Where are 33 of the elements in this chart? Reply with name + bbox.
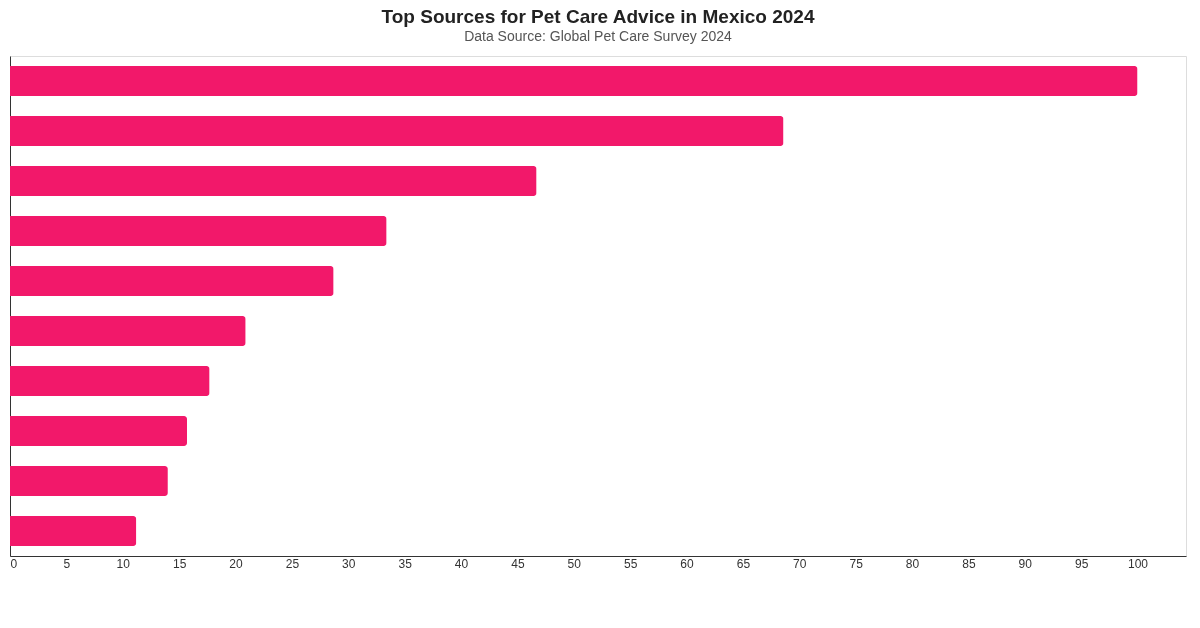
x-tick-label: 50 bbox=[567, 556, 582, 571]
bar bbox=[10, 116, 784, 146]
x-tick-label: 30 bbox=[342, 556, 356, 571]
x-tick-label: 60 bbox=[680, 556, 694, 571]
x-tick-label: 100 bbox=[1128, 556, 1149, 571]
bar bbox=[10, 366, 210, 396]
bar bbox=[10, 516, 137, 546]
x-tick-label: 5 bbox=[63, 556, 71, 571]
x-tick-label: 85 bbox=[962, 556, 976, 571]
x-tick-label: 65 bbox=[736, 556, 751, 571]
x-tick-label: 40 bbox=[454, 556, 469, 571]
bar bbox=[10, 66, 1138, 96]
bar bbox=[10, 466, 168, 496]
x-tick-label: 10 bbox=[116, 556, 131, 571]
bar bbox=[10, 166, 537, 196]
bar bbox=[10, 316, 246, 346]
x-tick-label: 55 bbox=[623, 556, 638, 571]
x-tick-label: 35 bbox=[398, 556, 413, 571]
chart-title: Top Sources for Pet Care Advice in Mexico 2024 bbox=[381, 6, 815, 27]
chart-subtitle: Data Source: Global Pet Care Survey 2024 bbox=[464, 28, 733, 44]
x-tick-label: 45 bbox=[511, 556, 525, 571]
x-tick-label: 15 bbox=[172, 556, 187, 571]
bar bbox=[10, 416, 188, 446]
x-tick-label: 95 bbox=[1074, 556, 1089, 571]
bar bbox=[10, 266, 334, 296]
x-tick-label: 20 bbox=[229, 556, 243, 571]
x-tick-label: 75 bbox=[849, 556, 864, 571]
x-tick-label: 80 bbox=[905, 556, 920, 571]
bar bbox=[10, 216, 387, 246]
x-tick-label: 0 bbox=[10, 556, 18, 571]
x-tick-label: 25 bbox=[285, 556, 300, 571]
x-tick-label: 90 bbox=[1018, 556, 1033, 571]
x-tick-label: 70 bbox=[793, 556, 807, 571]
